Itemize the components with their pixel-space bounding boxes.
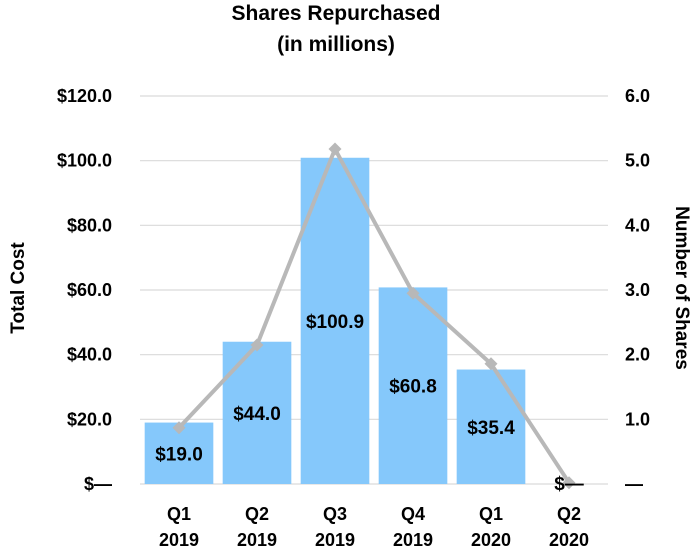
right-tick-label: 5.0: [625, 151, 650, 171]
left-axis-label: Total Cost: [8, 242, 29, 334]
right-y-axis: — 1.0 2.0 3.0 4.0 5.0 6.0: [625, 86, 650, 494]
x-tick-quarter: Q2: [557, 504, 581, 524]
left-tick-label: $—: [84, 474, 112, 494]
data-labels: $19.0 $44.0 $100.9 $60.8 $35.4 $—: [155, 312, 584, 495]
left-tick-label: $100.0: [57, 151, 112, 171]
bar-data-label: $100.9: [306, 312, 364, 333]
bar-data-label: $—: [554, 474, 584, 495]
x-tick-quarter: Q1: [167, 504, 191, 524]
bar: [300, 157, 370, 485]
shares-point-marker: [562, 476, 576, 490]
x-tick-year: 2020: [471, 530, 511, 550]
x-tick-quarter: Q3: [323, 504, 347, 524]
shares-point-marker: [172, 421, 186, 435]
x-tick-quarter: Q4: [401, 504, 425, 524]
x-axis: Q1 2019 Q2 2019 Q3 2019 Q4 2019 Q1 2020 Q2 2020: [159, 504, 589, 550]
x-tick-year: 2019: [393, 530, 433, 550]
bar-series-total-cost: [144, 157, 526, 485]
left-tick-label: $40.0: [67, 345, 112, 365]
x-tick-quarter: Q1: [479, 504, 503, 524]
x-tick-year: 2019: [315, 530, 355, 550]
x-tick-quarter: Q2: [245, 504, 269, 524]
right-tick-label: 4.0: [625, 215, 650, 235]
shares-point-marker: [250, 338, 264, 352]
line-series-number-of-shares: [172, 142, 576, 490]
x-tick-year: 2019: [237, 530, 277, 550]
bar-data-label: $44.0: [233, 404, 281, 425]
left-tick-label: $60.0: [67, 280, 112, 300]
bar: [222, 341, 292, 484]
shares-line: [177, 147, 571, 484]
bar-data-label: $60.8: [389, 377, 437, 398]
bar-data-label: $19.0: [155, 444, 203, 465]
right-tick-label: —: [625, 474, 643, 494]
right-axis-label: Number of Shares: [671, 206, 692, 370]
right-tick-label: 1.0: [625, 409, 650, 429]
shares-point-marker: [484, 357, 498, 371]
bar-data-label: $35.4: [467, 418, 515, 439]
x-tick-year: 2020: [549, 530, 589, 550]
chart-title-line-2: (in millions): [277, 33, 395, 56]
x-tick-year: 2019: [159, 530, 199, 550]
bar: [456, 369, 526, 484]
right-tick-label: 3.0: [625, 280, 650, 300]
chart-title-line-1: Shares Repurchased: [232, 2, 441, 25]
shares-point-marker: [406, 286, 420, 300]
bar: [378, 287, 448, 484]
right-tick-label: 2.0: [625, 345, 650, 365]
right-tick-label: 6.0: [625, 86, 650, 106]
left-tick-label: $80.0: [67, 215, 112, 235]
left-tick-label: $120.0: [57, 86, 112, 106]
shares-point-marker: [328, 142, 342, 156]
left-tick-label: $20.0: [67, 409, 112, 429]
left-y-axis: $— $20.0 $40.0 $60.0 $80.0 $100.0 $120.0: [57, 86, 112, 494]
